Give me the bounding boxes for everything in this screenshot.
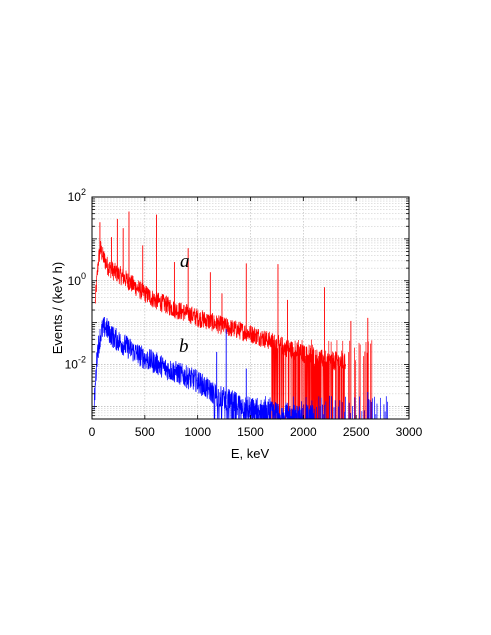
series-layer — [93, 211, 388, 421]
x-tick-labels: 0 500 1000 1500 2000 2500 3000 — [89, 425, 423, 439]
y-tick-label: 10-2 — [65, 355, 86, 372]
y-tick-label: 102 — [68, 187, 86, 204]
grid-lines — [92, 197, 409, 419]
y-tick-labels: 10-2 100 102 — [65, 187, 86, 372]
x-tick-label: 2500 — [343, 425, 370, 439]
x-axis-title: E, keV — [231, 446, 270, 461]
x-tick-label: 0 — [89, 425, 96, 439]
series-a — [94, 211, 373, 420]
x-tick-label: 1000 — [184, 425, 211, 439]
y-axis-title: Events / (keV h) — [50, 262, 65, 354]
x-tick-label: 1500 — [237, 425, 264, 439]
series-b — [93, 317, 388, 421]
x-tick-label: 500 — [135, 425, 155, 439]
x-tick-label: 2000 — [290, 425, 317, 439]
axis-ticks — [91, 196, 410, 420]
x-tick-label: 3000 — [396, 425, 423, 439]
y-tick-label: 100 — [68, 271, 86, 288]
series-a-trace — [94, 240, 346, 420]
series-b-label: b — [179, 336, 189, 357]
series-a-label: a — [180, 251, 190, 272]
